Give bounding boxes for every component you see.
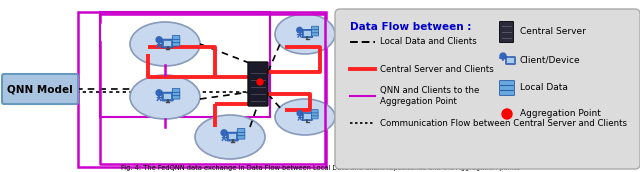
FancyBboxPatch shape xyxy=(500,86,515,90)
Circle shape xyxy=(156,37,162,43)
Circle shape xyxy=(500,53,506,59)
FancyBboxPatch shape xyxy=(312,26,319,30)
FancyBboxPatch shape xyxy=(302,30,312,38)
FancyBboxPatch shape xyxy=(312,33,319,36)
FancyBboxPatch shape xyxy=(164,41,172,46)
FancyBboxPatch shape xyxy=(500,81,515,85)
FancyBboxPatch shape xyxy=(312,29,319,33)
Text: QNN and Clients to the
Aggregation Point: QNN and Clients to the Aggregation Point xyxy=(380,86,479,106)
Text: Central Server: Central Server xyxy=(520,28,586,36)
FancyBboxPatch shape xyxy=(311,112,318,116)
FancyBboxPatch shape xyxy=(500,91,515,95)
FancyBboxPatch shape xyxy=(507,58,514,63)
FancyBboxPatch shape xyxy=(228,134,236,139)
FancyBboxPatch shape xyxy=(162,39,173,48)
Text: Aggregation Point: Aggregation Point xyxy=(520,110,601,119)
FancyBboxPatch shape xyxy=(164,94,172,99)
Ellipse shape xyxy=(275,14,335,54)
Text: Data Flow between :: Data Flow between : xyxy=(350,22,472,32)
Circle shape xyxy=(257,79,263,85)
FancyBboxPatch shape xyxy=(237,132,245,136)
FancyBboxPatch shape xyxy=(172,42,180,46)
FancyBboxPatch shape xyxy=(172,92,180,96)
Text: Client/Device: Client/Device xyxy=(520,56,580,64)
FancyBboxPatch shape xyxy=(335,9,640,169)
Text: Central Server and Clients: Central Server and Clients xyxy=(380,64,493,73)
FancyBboxPatch shape xyxy=(227,132,238,141)
FancyBboxPatch shape xyxy=(172,89,180,92)
Text: Local Data and Clients: Local Data and Clients xyxy=(380,37,477,46)
FancyBboxPatch shape xyxy=(304,114,310,119)
Circle shape xyxy=(156,90,162,96)
Circle shape xyxy=(221,130,227,136)
FancyBboxPatch shape xyxy=(237,128,245,132)
Circle shape xyxy=(297,27,302,33)
FancyBboxPatch shape xyxy=(499,22,513,42)
FancyBboxPatch shape xyxy=(172,95,180,99)
FancyBboxPatch shape xyxy=(304,31,311,36)
Text: Fig. 4: The FedQNN data exchange in Data Flow between Local Data and Client repo: Fig. 4: The FedQNN data exchange in Data… xyxy=(120,165,520,171)
Circle shape xyxy=(502,109,512,119)
FancyBboxPatch shape xyxy=(172,36,180,39)
Ellipse shape xyxy=(130,75,200,119)
Ellipse shape xyxy=(195,115,265,159)
FancyBboxPatch shape xyxy=(311,109,318,113)
Ellipse shape xyxy=(275,99,335,135)
FancyBboxPatch shape xyxy=(302,113,312,121)
Text: Communication Flow between Central Server and Clients: Communication Flow between Central Serve… xyxy=(380,119,627,127)
FancyBboxPatch shape xyxy=(237,135,245,139)
Text: QNN Model: QNN Model xyxy=(7,84,73,94)
FancyBboxPatch shape xyxy=(162,92,173,101)
FancyBboxPatch shape xyxy=(506,57,515,64)
Circle shape xyxy=(297,111,302,116)
Text: Local Data: Local Data xyxy=(520,83,568,93)
FancyBboxPatch shape xyxy=(311,115,318,119)
Ellipse shape xyxy=(130,22,200,66)
FancyBboxPatch shape xyxy=(172,39,180,43)
FancyBboxPatch shape xyxy=(248,62,268,106)
FancyBboxPatch shape xyxy=(2,74,78,104)
